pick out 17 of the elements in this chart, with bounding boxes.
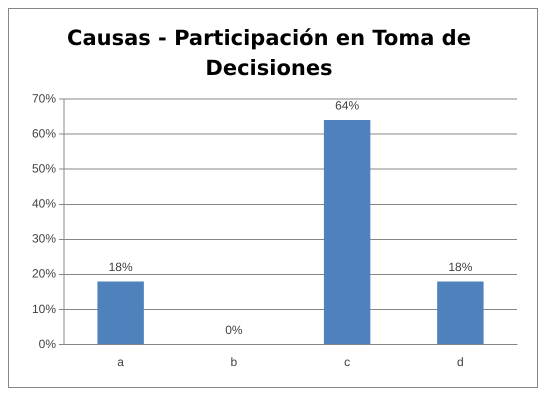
chart-title: Causas - Participación en Toma de Decisiones [66,25,472,82]
y-tick-label: 50% [32,161,56,176]
data-label: 0% [225,322,243,337]
x-tick-label: d [457,355,464,370]
data-label: 64% [335,98,360,112]
x-tick-label: a [117,355,124,370]
y-tick-label: 70% [32,91,56,106]
y-tick-label: 60% [32,126,56,140]
y-tick-label: 40% [32,196,56,211]
y-tick-label: 30% [32,232,56,246]
x-tick-label: c [344,355,350,370]
y-tick-label: 0% [38,336,56,351]
data-label: 18% [448,260,473,274]
data-label: 18% [108,260,133,274]
y-tick-label: 10% [32,302,56,316]
y-tick-label: 20% [32,266,56,281]
x-tick-label: b [230,355,238,370]
